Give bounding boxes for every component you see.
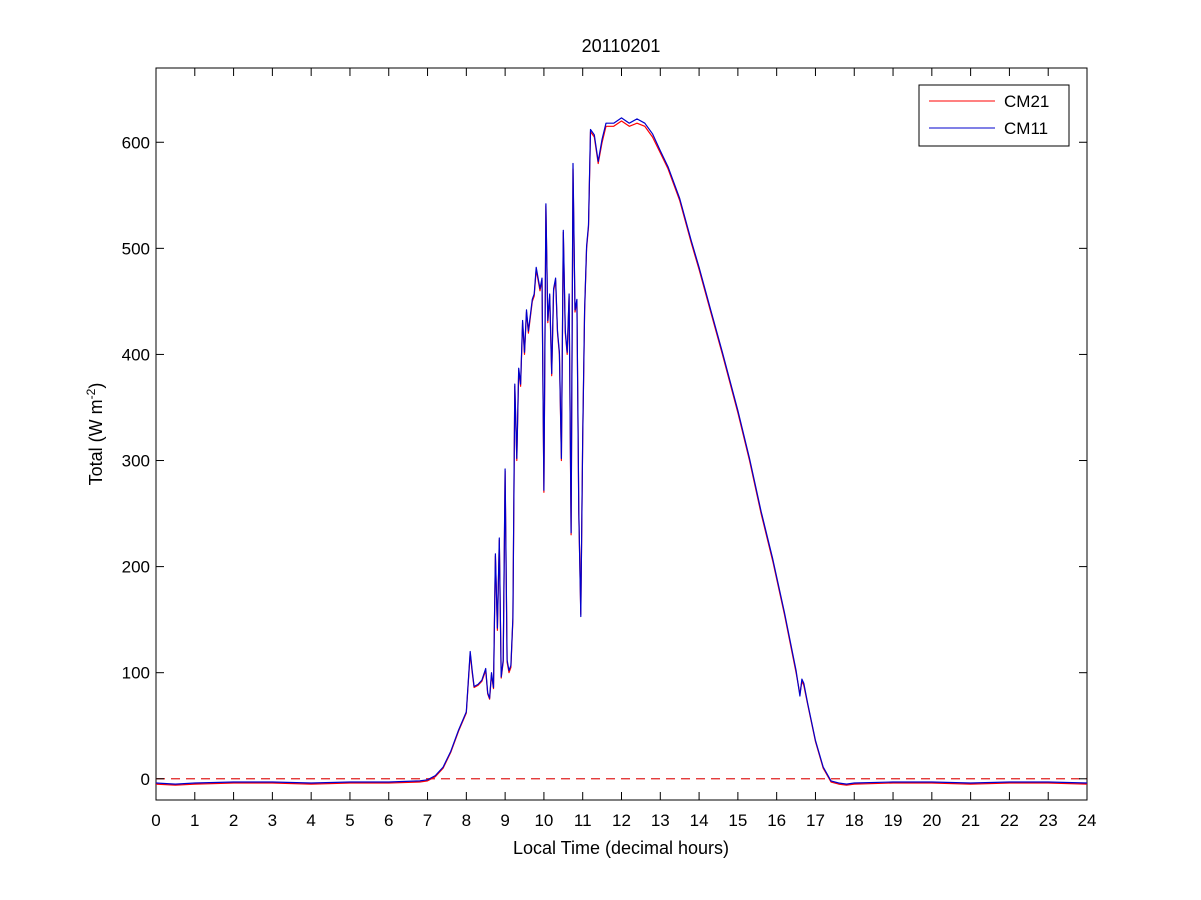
legend-label-cm11: CM11 bbox=[1004, 119, 1048, 138]
x-tick-label: 1 bbox=[190, 811, 199, 830]
x-tick-label: 20 bbox=[922, 811, 941, 830]
x-tick-label: 4 bbox=[306, 811, 315, 830]
x-tick-label: 14 bbox=[690, 811, 709, 830]
series-line-cm11 bbox=[155, 117, 1088, 785]
plot-area: 0 1 2 3 4 5 6 7 8 9 10 11 12 13 14 15 16 17 18 19 20 21 22 23 24… bbox=[122, 67, 1097, 830]
x-tick-label: 10 bbox=[534, 811, 553, 830]
x-tick-label: 9 bbox=[500, 811, 509, 830]
x-tick-label: 18 bbox=[845, 811, 864, 830]
x-tick-label: 19 bbox=[884, 811, 903, 830]
y-tick-label: 200 bbox=[122, 558, 150, 577]
x-tick-label: 3 bbox=[268, 811, 277, 830]
x-tick-label: 2 bbox=[229, 811, 238, 830]
y-tick-label: 400 bbox=[122, 345, 150, 364]
x-tick-label: 6 bbox=[384, 811, 393, 830]
x-tick-label: 15 bbox=[728, 811, 747, 830]
y-axis-label-prefix: Total (W m bbox=[86, 399, 106, 485]
x-axis-label: Local Time (decimal hours) bbox=[513, 838, 729, 858]
x-tick-label: 17 bbox=[806, 811, 825, 830]
legend: CM21 CM11 bbox=[918, 84, 1070, 147]
x-tick-label: 24 bbox=[1078, 811, 1097, 830]
x-tick-label: 7 bbox=[423, 811, 432, 830]
x-tick-label: 16 bbox=[767, 811, 786, 830]
x-tick-label: 5 bbox=[345, 811, 354, 830]
x-tick-label: 23 bbox=[1039, 811, 1058, 830]
y-tick-label: 600 bbox=[122, 133, 150, 152]
y-tick-label: 500 bbox=[122, 239, 150, 258]
chart-title: 20110201 bbox=[582, 36, 661, 56]
legend-box bbox=[918, 84, 1070, 147]
axes-box bbox=[155, 67, 1088, 801]
y-axis-label-sup: -2 bbox=[84, 388, 98, 399]
y-tick-label: 300 bbox=[122, 452, 150, 471]
x-tick-label: 22 bbox=[1000, 811, 1019, 830]
legend-label-cm21: CM21 bbox=[1004, 92, 1049, 111]
x-tick-label: 13 bbox=[651, 811, 670, 830]
y-tick-label: 0 bbox=[141, 770, 150, 789]
x-tick-label: 12 bbox=[612, 811, 631, 830]
x-tick-label: 8 bbox=[462, 811, 471, 830]
y-axis-label-suffix: ) bbox=[86, 383, 106, 389]
y-axis-label: Total (W m-2) bbox=[84, 383, 106, 486]
x-tick-label: 21 bbox=[961, 811, 980, 830]
x-tick-label: 0 bbox=[151, 811, 160, 830]
y-tick-label: 100 bbox=[122, 664, 150, 683]
x-tick-label: 11 bbox=[574, 811, 592, 830]
